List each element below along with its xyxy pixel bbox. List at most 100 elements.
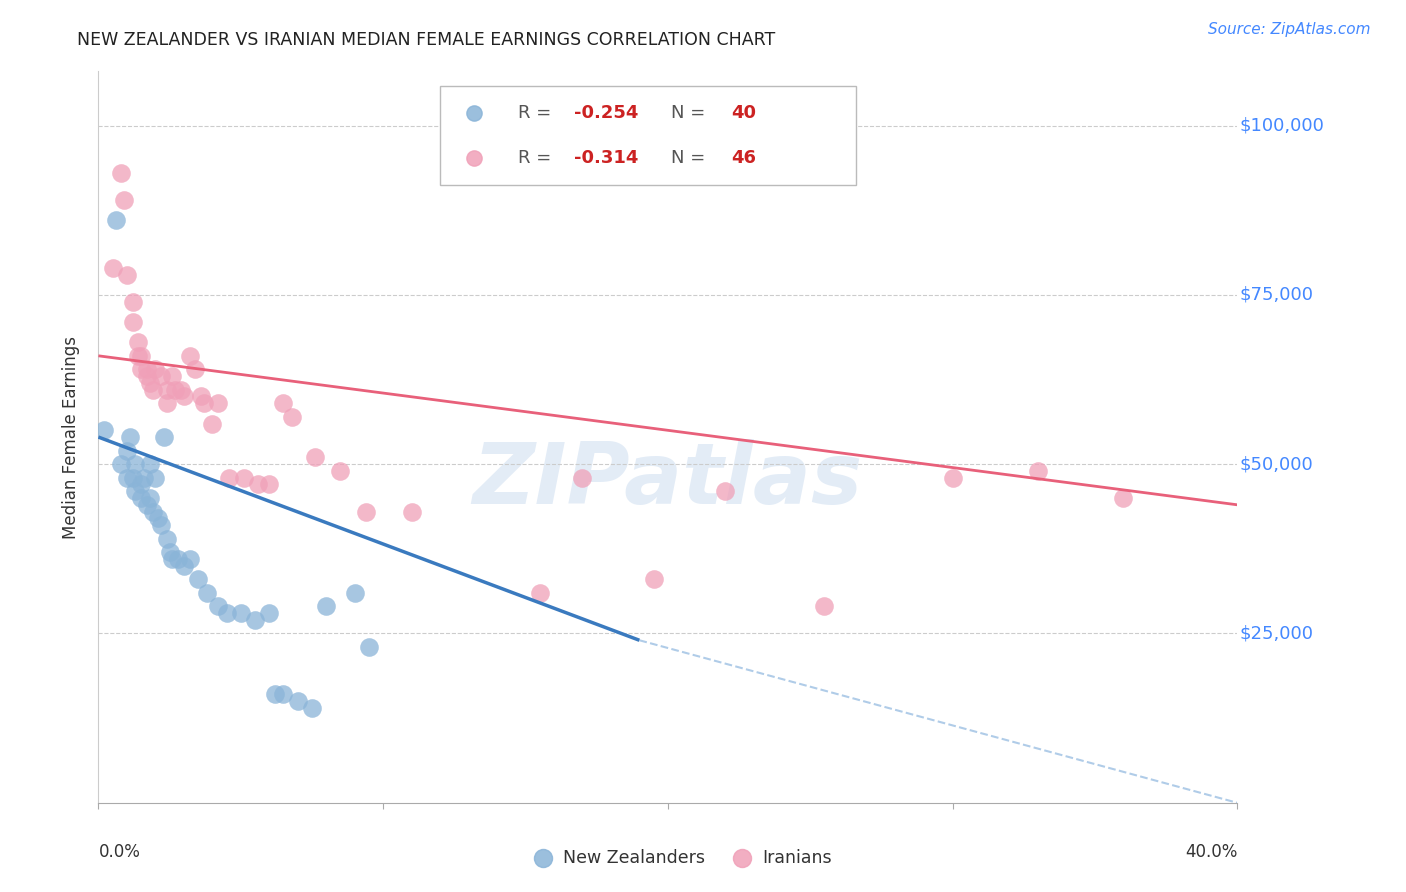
Point <box>273 688 295 702</box>
Point <box>571 471 593 485</box>
Point <box>259 477 281 491</box>
Text: Iranians: Iranians <box>762 848 832 867</box>
Text: -0.254: -0.254 <box>575 103 638 121</box>
Point <box>129 362 152 376</box>
Point <box>104 213 127 227</box>
Point <box>643 572 665 586</box>
Point <box>156 396 179 410</box>
Point <box>354 505 377 519</box>
Point <box>156 532 179 546</box>
Point <box>179 552 201 566</box>
Point <box>315 599 337 614</box>
Point <box>287 694 309 708</box>
Point <box>167 552 190 566</box>
Text: N =: N = <box>671 103 711 121</box>
Point <box>1026 464 1049 478</box>
Text: 40: 40 <box>731 103 756 121</box>
Point <box>195 586 218 600</box>
Point <box>101 260 124 275</box>
Point <box>173 558 195 573</box>
Point <box>112 193 135 207</box>
Text: $50,000: $50,000 <box>1240 455 1313 473</box>
Text: 40.0%: 40.0% <box>1185 843 1237 861</box>
Text: R =: R = <box>517 103 557 121</box>
Point <box>232 471 254 485</box>
Point <box>329 464 352 478</box>
Point <box>190 389 212 403</box>
Point <box>159 545 181 559</box>
Point <box>150 369 173 384</box>
Point <box>150 518 173 533</box>
Point <box>264 688 287 702</box>
Text: Source: ZipAtlas.com: Source: ZipAtlas.com <box>1208 22 1371 37</box>
Point <box>304 450 326 465</box>
Point <box>281 409 304 424</box>
Text: $100,000: $100,000 <box>1240 117 1324 135</box>
Point <box>193 396 215 410</box>
Text: R =: R = <box>517 149 557 167</box>
Text: 0.0%: 0.0% <box>98 843 141 861</box>
Text: -0.314: -0.314 <box>575 149 638 167</box>
Point <box>529 586 551 600</box>
Point <box>259 606 281 620</box>
Point <box>343 586 366 600</box>
Point <box>165 383 187 397</box>
Point <box>138 376 160 390</box>
Point <box>138 457 160 471</box>
Point <box>127 349 149 363</box>
Point <box>121 315 143 329</box>
Point <box>145 362 167 376</box>
Text: $75,000: $75,000 <box>1240 285 1313 304</box>
Point <box>162 369 184 384</box>
Point <box>110 166 132 180</box>
Point <box>714 484 737 499</box>
Point <box>118 430 141 444</box>
Point <box>127 335 149 350</box>
Point <box>135 362 157 376</box>
Text: NEW ZEALANDER VS IRANIAN MEDIAN FEMALE EARNINGS CORRELATION CHART: NEW ZEALANDER VS IRANIAN MEDIAN FEMALE E… <box>77 31 776 49</box>
Point <box>132 471 155 485</box>
Text: New Zealanders: New Zealanders <box>562 848 704 867</box>
Point <box>184 362 207 376</box>
Point <box>1112 491 1135 505</box>
Point <box>243 613 266 627</box>
Point <box>129 477 152 491</box>
Text: 46: 46 <box>731 149 756 167</box>
Point <box>135 369 157 384</box>
Point <box>148 511 170 525</box>
Point <box>129 349 152 363</box>
Point <box>170 383 193 397</box>
Text: ZIPatlas: ZIPatlas <box>472 440 863 523</box>
Point <box>218 471 240 485</box>
Point <box>124 484 146 499</box>
Y-axis label: Median Female Earnings: Median Female Earnings <box>62 335 80 539</box>
Point <box>121 294 143 309</box>
Point <box>942 471 965 485</box>
Point <box>121 471 143 485</box>
Point <box>135 498 157 512</box>
Point <box>110 457 132 471</box>
Text: $25,000: $25,000 <box>1240 624 1313 642</box>
Point <box>115 268 138 282</box>
Point <box>179 349 201 363</box>
Point <box>115 443 138 458</box>
Text: N =: N = <box>671 149 711 167</box>
Point <box>301 701 323 715</box>
Point <box>273 396 295 410</box>
Point <box>145 471 167 485</box>
Point <box>124 457 146 471</box>
Point <box>129 491 152 505</box>
Point <box>357 640 380 654</box>
Point <box>215 606 238 620</box>
Point <box>93 423 115 437</box>
Point <box>813 599 835 614</box>
Point <box>246 477 269 491</box>
Point <box>141 505 163 519</box>
Point <box>115 471 138 485</box>
Point <box>187 572 209 586</box>
Point <box>156 383 179 397</box>
Point <box>173 389 195 403</box>
Point <box>162 552 184 566</box>
Point <box>201 417 224 431</box>
FancyBboxPatch shape <box>440 86 856 185</box>
